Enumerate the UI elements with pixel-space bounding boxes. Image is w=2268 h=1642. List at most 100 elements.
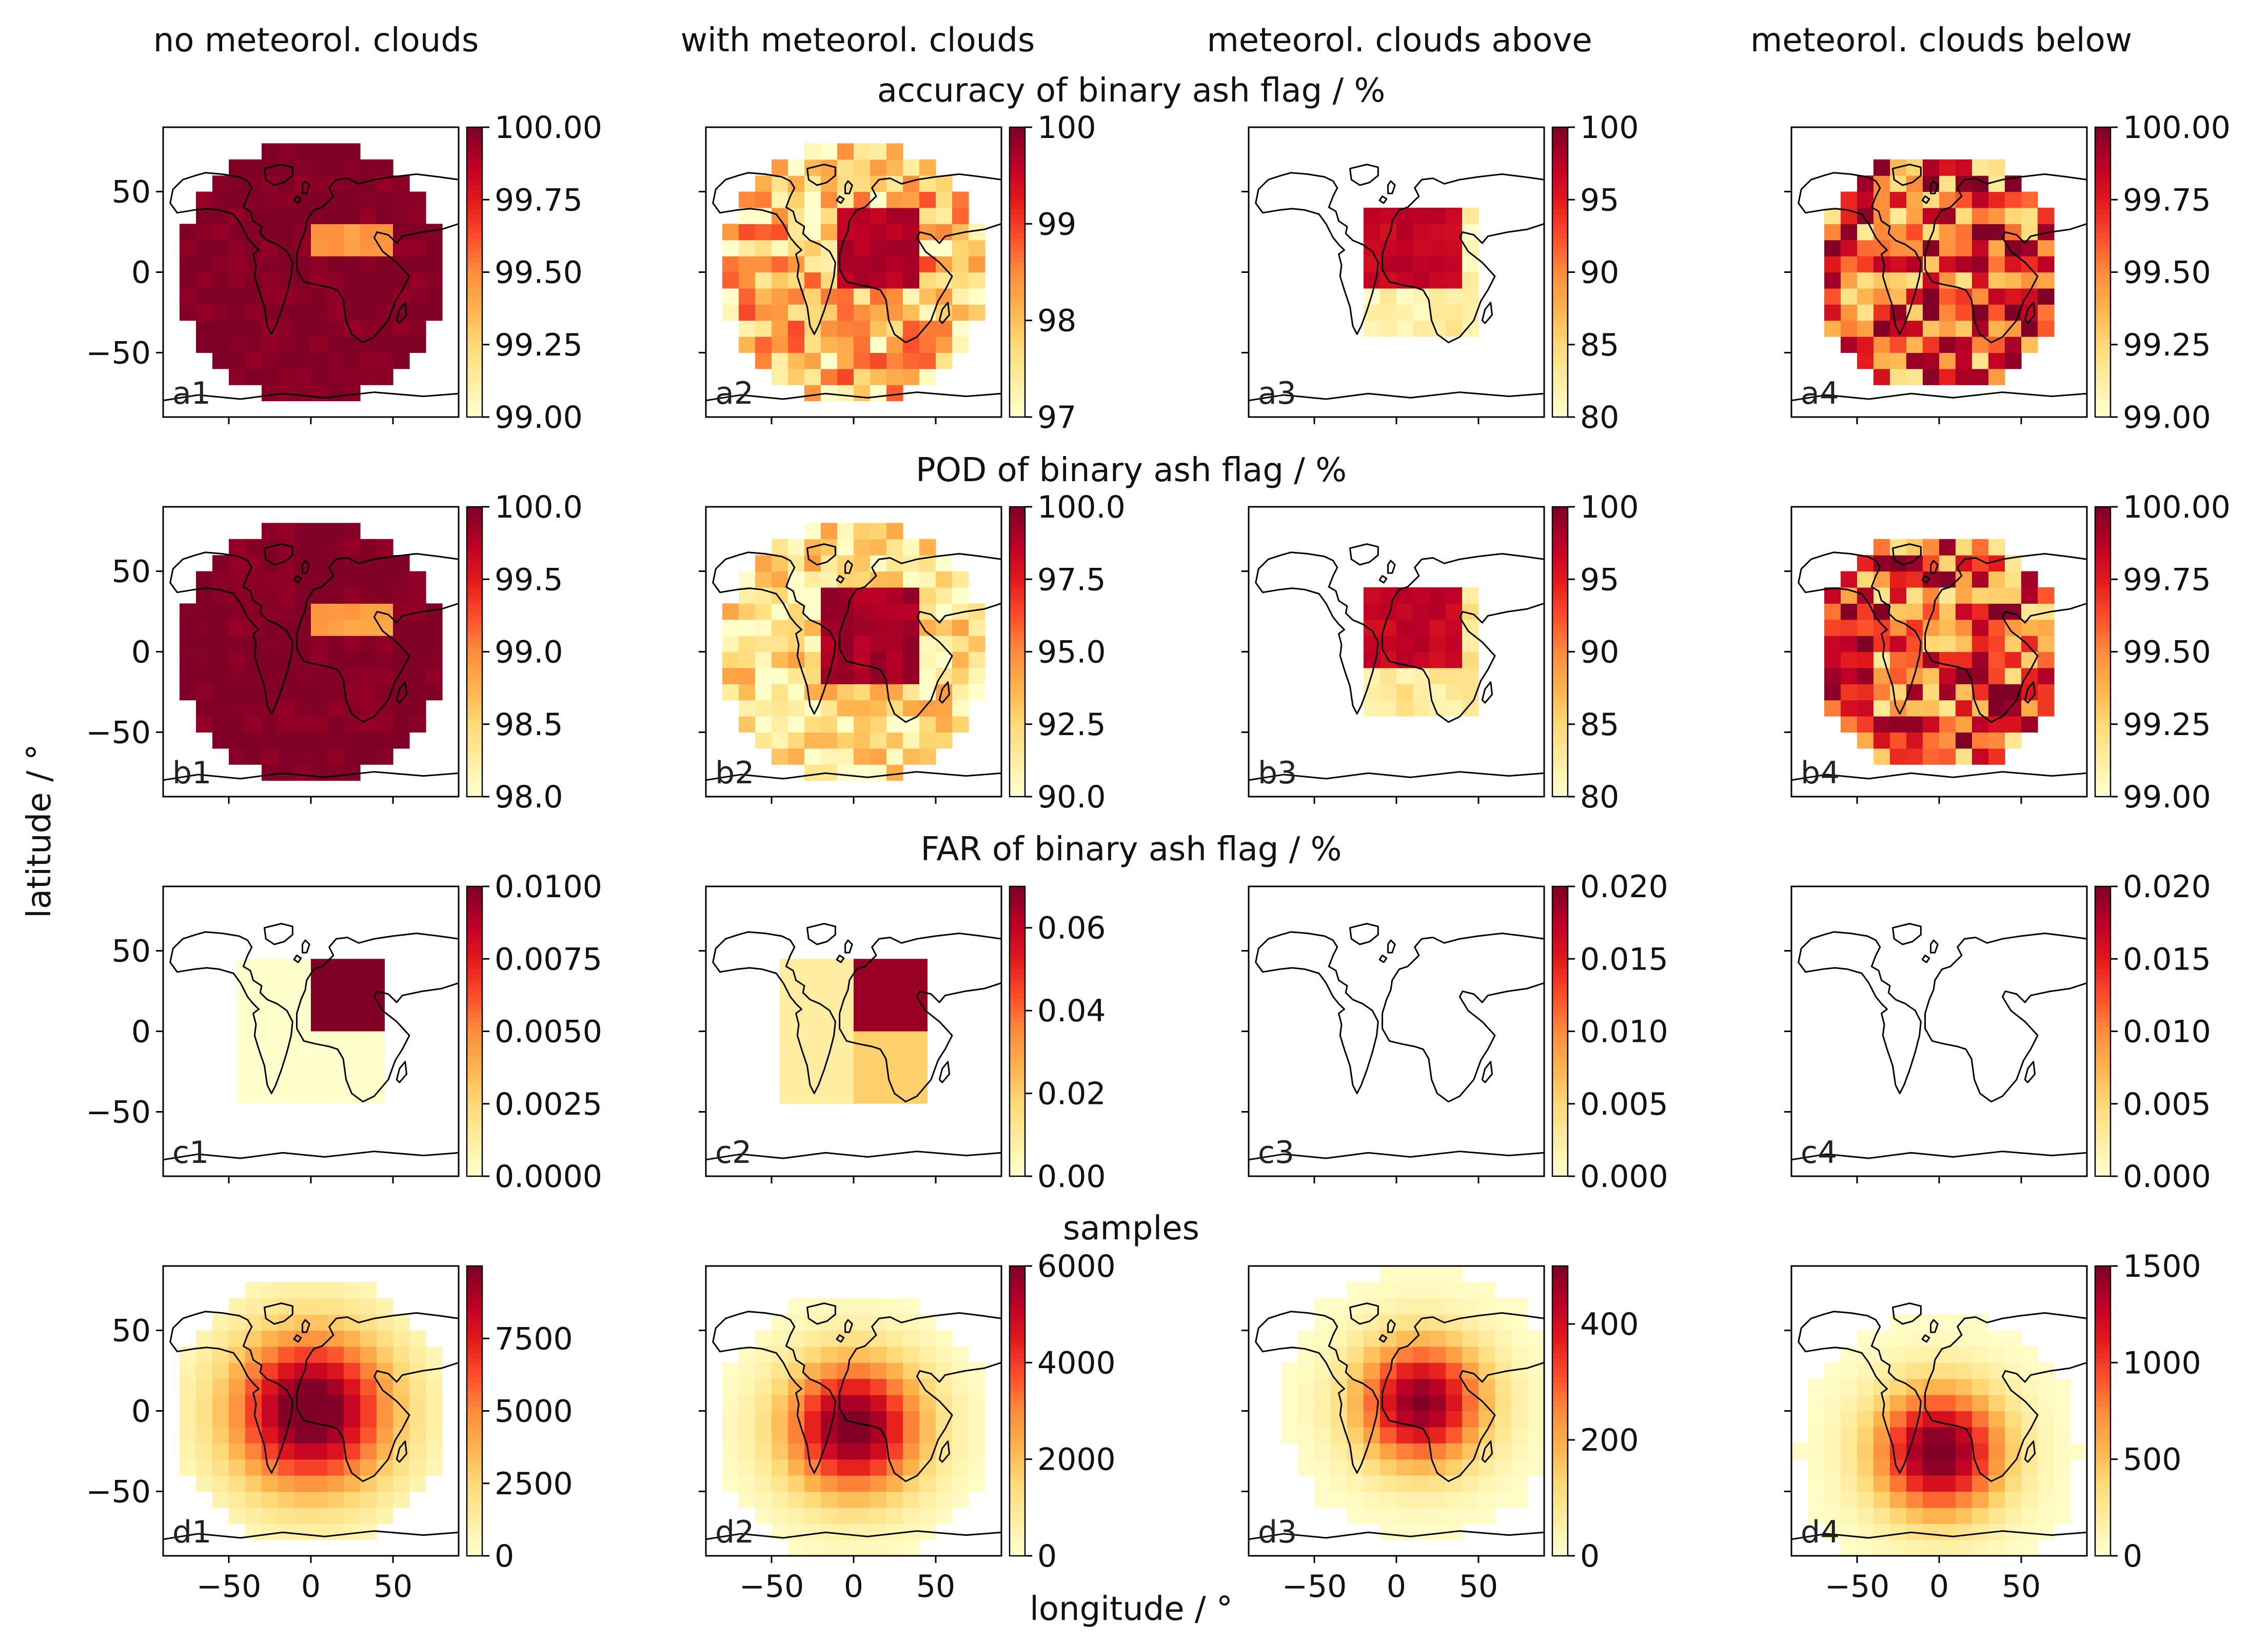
heatmap-cell [772,191,788,208]
heatmap-cell [1873,651,1890,668]
heatmap-cell [854,337,871,353]
colorbar-segment [1010,219,1025,225]
heatmap-cell [196,1443,213,1460]
colorbar-segment [1552,555,1568,561]
heatmap-cell [936,191,953,208]
heatmap-cell [772,240,788,256]
heatmap-cell [1857,191,1874,208]
heatmap-cell [821,272,838,289]
colorbar-segment [1010,1299,1025,1305]
heatmap-cell [903,1491,920,1508]
heatmap-cell [952,1378,969,1395]
heatmap-cell [262,352,279,369]
heatmap-cell [1956,304,1973,321]
heatmap-cell [344,368,361,385]
column-title-4: meteorol. clouds below [1750,22,2132,60]
heatmap-cell [722,1459,739,1476]
heatmap-cell [854,1362,871,1379]
heatmap-cell [870,523,887,540]
heatmap-cell [821,603,838,620]
heatmap-cell [722,256,739,273]
heatmap-cell [1413,1491,1430,1508]
colorbar-segment [2095,714,2111,720]
colorbar-segment [1010,1502,1025,1508]
colorbar-segment [1552,1113,1568,1119]
heatmap-cell [952,651,969,668]
colorbar-segment [2095,1060,2111,1066]
heatmap-cell [772,716,788,733]
heatmap-cell [1939,240,1956,256]
heatmap-cell [936,337,953,353]
colorbar-segment [1552,185,1568,191]
colorbar-segment [2095,1382,2111,1388]
colorbar-segment [2095,1353,2111,1358]
colorbar-segment [1552,618,1568,623]
colorbar-segment [467,1478,482,1484]
colorbar-segment [1552,1536,1568,1542]
heatmap-cell [245,732,262,749]
heatmap-cell [229,288,246,305]
heatmap-cell [294,1459,311,1476]
heatmap-cell [1972,191,1989,208]
heatmap-cell [903,539,920,556]
colorbar-segment [2095,896,2111,902]
heatmap-cell [886,732,903,749]
colorbar-segment [1010,1415,1025,1421]
heatmap-cell [1873,337,1890,353]
heatmap-cell [393,587,410,604]
heatmap-cell [229,636,246,652]
panel-label: d1 [172,1514,211,1550]
colorbar-segment [2095,252,2111,259]
heatmap-cell [1281,1395,1298,1412]
heatmap-cell [919,207,936,224]
colorbar-segment [2095,507,2111,512]
colorbar-segment [1552,200,1568,205]
colorbar-tick-label: 0.005 [1580,1086,1668,1122]
colorbar-segment [1010,1152,1025,1158]
colorbar-segment [1552,1304,1568,1310]
heatmap-cell [1873,1411,1890,1428]
heatmap-cell [245,1507,262,1524]
heatmap-cell [1511,1298,1528,1315]
heatmap-cell [1364,207,1380,224]
colorbar-segment [1010,1171,1025,1177]
colorbar-segment [467,565,482,570]
colorbar-segment [467,233,482,239]
colorbar-segment [1010,920,1025,926]
heatmap-cell [229,667,246,684]
heatmap-cell [327,603,344,620]
colorbar-segment [2095,569,2111,575]
heatmap-cell [278,1362,295,1379]
heatmap-cell [2005,256,2022,273]
heatmap-cell [393,191,410,208]
heatmap-cell [1824,603,1841,620]
heatmap-cell [327,304,344,321]
heatmap-cell [409,256,426,273]
heatmap-cell [755,603,772,620]
colorbar-segment [1010,132,1025,137]
colorbar-segment [1010,954,1025,960]
heatmap-cell [755,1507,772,1524]
colorbar-segment [2095,767,2111,773]
heatmap-cell [344,240,361,256]
colorbar-segment [1010,354,1025,360]
heatmap-cell [344,732,361,749]
heatmap-cell [229,304,246,321]
panel-label: b2 [715,755,754,791]
colorbar-segment [1010,1507,1025,1513]
heatmap-cell [886,191,903,208]
heatmap-cell [788,716,805,733]
heatmap-cell [196,1459,213,1476]
colorbar-segment [2095,1377,2111,1382]
heatmap-cell [837,1475,854,1492]
colorbar-segment [1552,911,1568,916]
colorbar-segment [2095,156,2111,162]
heatmap-cell [821,523,838,540]
heatmap-cell [262,240,279,256]
heatmap-cell [344,191,361,208]
heatmap-cell [1429,1395,1446,1412]
colorbar-segment [467,1060,482,1066]
heatmap-cell [294,1475,311,1492]
heatmap-cell [1988,1395,2005,1412]
